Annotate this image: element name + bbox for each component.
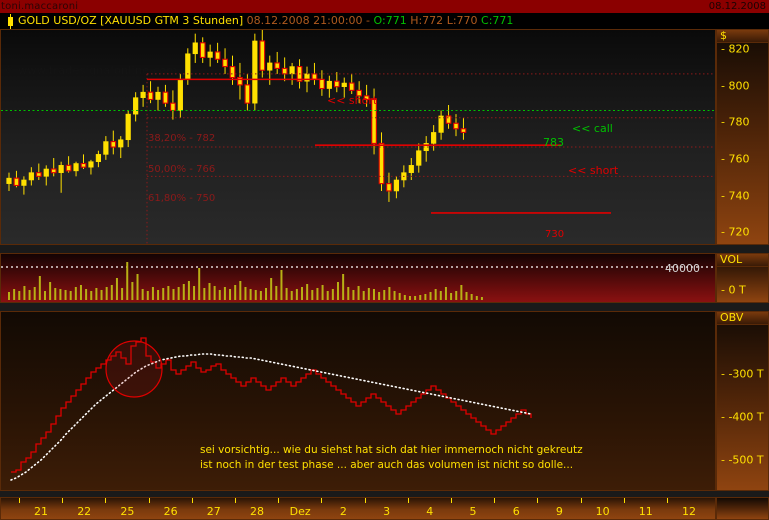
- ohlc-open: O:771: [373, 14, 407, 27]
- titlebar-date: 08.12.2008: [708, 1, 766, 12]
- price-axis-tick: - 740: [721, 189, 750, 203]
- axis-corner: [716, 497, 769, 520]
- date-axis-label: 10: [595, 505, 610, 518]
- date-axis-label: Dez: [289, 505, 311, 518]
- date-axis-label: 22: [77, 505, 92, 518]
- date-axis-label: 5: [469, 505, 477, 518]
- date-axis-label: 9: [555, 505, 563, 518]
- obv-axis-tick: - -500 T: [721, 453, 764, 467]
- date-axis-tick: [451, 498, 452, 503]
- date-axis-tick: [278, 498, 280, 503]
- obv-axis-strip[interactable]: - -300 T - -400 T - -500 T: [716, 311, 769, 491]
- date-axis-tick: [364, 498, 366, 503]
- annotation-short-upper: << short: [327, 94, 378, 107]
- volume-threshold-label: 40000: [665, 262, 700, 275]
- instrument-infobar: GOLD USD/OZ [XAUUSD GTM 3 Stunden] 08.12…: [0, 13, 769, 29]
- date-axis-tick: [105, 498, 107, 503]
- date-axis-tick: [191, 498, 193, 503]
- date-axis-tick: [580, 498, 582, 503]
- candle-icon: [8, 14, 13, 29]
- date-axis-tick: [321, 498, 323, 503]
- obv-panel[interactable]: [0, 311, 716, 491]
- date-axis-tick: [667, 498, 668, 503]
- price-axis-title: $: [716, 29, 769, 43]
- watermark: © www.tradesignalonline.com: [3, 64, 178, 77]
- date-axis-label: 21: [34, 505, 48, 518]
- support-tag-730: 730: [545, 229, 565, 240]
- date-axis-label: 26: [163, 505, 178, 518]
- volume-panel[interactable]: [0, 253, 716, 303]
- price-axis-tick: - 780: [721, 115, 750, 129]
- fib-level-618: 61,80% - 750: [148, 193, 216, 204]
- price-axis-tick: - 800: [721, 79, 750, 93]
- price-axis-tick: - 760: [721, 152, 750, 166]
- date-axis-tick: [623, 498, 625, 503]
- date-axis-tick: [19, 498, 20, 503]
- obv-axis-tick: - -300 T: [721, 367, 764, 381]
- date-axis-tick: [235, 498, 236, 503]
- volume-axis-tick: - 0 T: [721, 283, 746, 297]
- date-axis-label: 4: [426, 505, 434, 518]
- chart-note-line1: sei vorsichtig... wie du siehst hat sich…: [200, 444, 583, 456]
- date-axis-label: 3: [383, 505, 391, 518]
- volume-axis-title: VOL: [716, 253, 769, 267]
- ohlc-high: H:772: [410, 14, 444, 27]
- price-chart-panel[interactable]: © www.tradesignalonline.com: [0, 29, 716, 245]
- date-axis-label: 11: [638, 505, 653, 518]
- date-axis-label: 27: [206, 505, 221, 518]
- obv-axis-title: OBV: [716, 311, 769, 325]
- date-axis-label: 12: [682, 505, 696, 518]
- obv-canvas: [10, 337, 532, 481]
- annotation-short-lower: << short: [568, 164, 619, 177]
- date-axis-label: 25: [120, 505, 135, 518]
- window-titlebar: toni.maccaroni 08.12.2008: [0, 0, 769, 13]
- price-axis-tick: - 720: [721, 225, 750, 239]
- date-axis-tick: [537, 498, 539, 503]
- instrument-symbol: GOLD USD/OZ [XAUUSD GTM 3 Stunden]: [18, 14, 244, 27]
- date-axis[interactable]: 21 22 25 26 27 28 Dez 2 3 4 5 6 9 10 11 12: [0, 497, 716, 520]
- date-axis-tick: [407, 498, 409, 503]
- obv-axis-tick: - -400 T: [721, 410, 764, 424]
- date-axis-tick: [494, 498, 496, 503]
- date-axis-tick: [62, 498, 64, 503]
- volume-canvas: [1, 262, 715, 300]
- price-tag-783: 783: [543, 136, 564, 149]
- date-axis-tick: [148, 498, 150, 503]
- fib-level-382: 38,20% - 782: [148, 133, 216, 144]
- price-axis-tick: - 820: [721, 42, 750, 56]
- ohlc-close: C:771: [481, 14, 514, 27]
- date-axis-label: 6: [512, 505, 520, 518]
- username-label: toni.maccaroni: [1, 1, 79, 12]
- date-axis-label: 28: [250, 505, 264, 518]
- annotation-call: << call: [572, 122, 613, 135]
- chart-note: sei vorsichtig... wie du siehst hat sich…: [200, 443, 583, 473]
- fib-level-500: 50,00% - 766: [148, 164, 216, 175]
- date-axis-label: 2: [339, 505, 347, 518]
- price-chart-canvas: [1, 30, 715, 244]
- price-axis-strip[interactable]: - 820 - 800 - 780 - 760 - 740 - 720: [716, 29, 769, 245]
- ohlc-low: L:770: [446, 14, 478, 27]
- instrument-timestamp: 08.12.2008 21:00:00 -: [246, 14, 371, 27]
- chart-note-line2: ist noch in der test phase ... aber auch…: [200, 459, 574, 471]
